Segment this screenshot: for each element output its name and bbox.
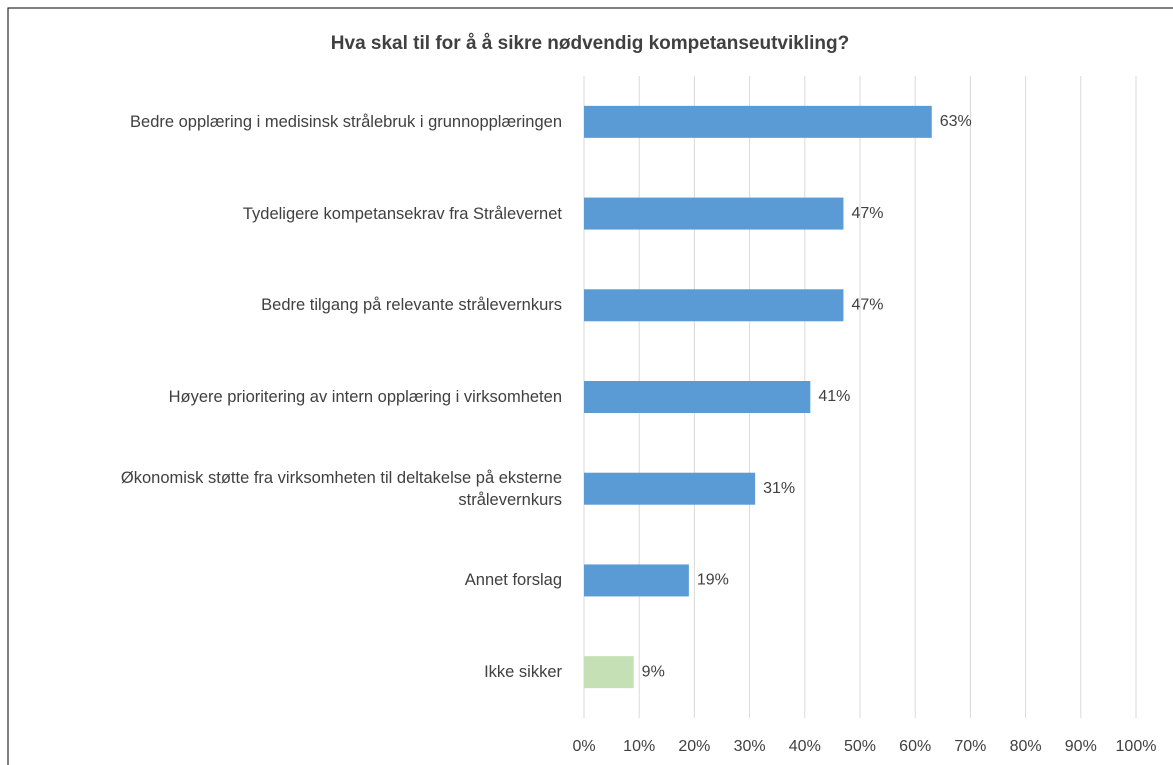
x-tick-label: 60% bbox=[899, 738, 931, 755]
category-label: Bedre opplæring i medisinsk strålebruk i… bbox=[130, 112, 562, 131]
category-label: Ikke sikker bbox=[484, 663, 562, 682]
data-label: 41% bbox=[818, 388, 850, 405]
data-label: 63% bbox=[940, 113, 972, 130]
data-label: 47% bbox=[851, 297, 883, 314]
x-tick-label: 70% bbox=[954, 738, 986, 755]
bar bbox=[584, 105, 932, 138]
data-label: 19% bbox=[697, 572, 729, 589]
frame bbox=[7, 7, 1173, 765]
x-tick-label: 50% bbox=[844, 738, 876, 755]
x-tick-label: 90% bbox=[1065, 738, 1097, 755]
bar bbox=[584, 289, 844, 322]
category-label: Høyere prioritering av intern opplæring … bbox=[168, 388, 562, 406]
x-tick-label: 20% bbox=[678, 738, 710, 755]
x-tick-label: 80% bbox=[1010, 738, 1042, 755]
data-label: 31% bbox=[763, 480, 795, 497]
bar bbox=[584, 656, 634, 689]
x-tick-label: 0% bbox=[572, 738, 595, 755]
x-tick-label: 100% bbox=[1116, 738, 1157, 755]
category-label: Tydeligere kompetansekrav fra Strålevern… bbox=[242, 204, 562, 223]
data-label: 9% bbox=[642, 663, 665, 680]
data-label: 47% bbox=[851, 205, 883, 222]
x-tick-label: 10% bbox=[623, 738, 655, 755]
bar bbox=[584, 381, 811, 413]
chart-title: Hva skal til for å å sikre nødvendig kom… bbox=[331, 33, 849, 54]
bar bbox=[584, 197, 844, 230]
category-label: Økonomisk støtte fra virksomheten til de… bbox=[120, 468, 562, 509]
x-tick-label: 40% bbox=[789, 738, 821, 755]
category-label: Bedre tilgang på relevante strålevernkur… bbox=[261, 296, 562, 315]
bar bbox=[584, 564, 689, 597]
category-label: Annet forslag bbox=[464, 571, 562, 590]
x-tick-label: 30% bbox=[734, 738, 766, 755]
bar bbox=[584, 472, 756, 505]
